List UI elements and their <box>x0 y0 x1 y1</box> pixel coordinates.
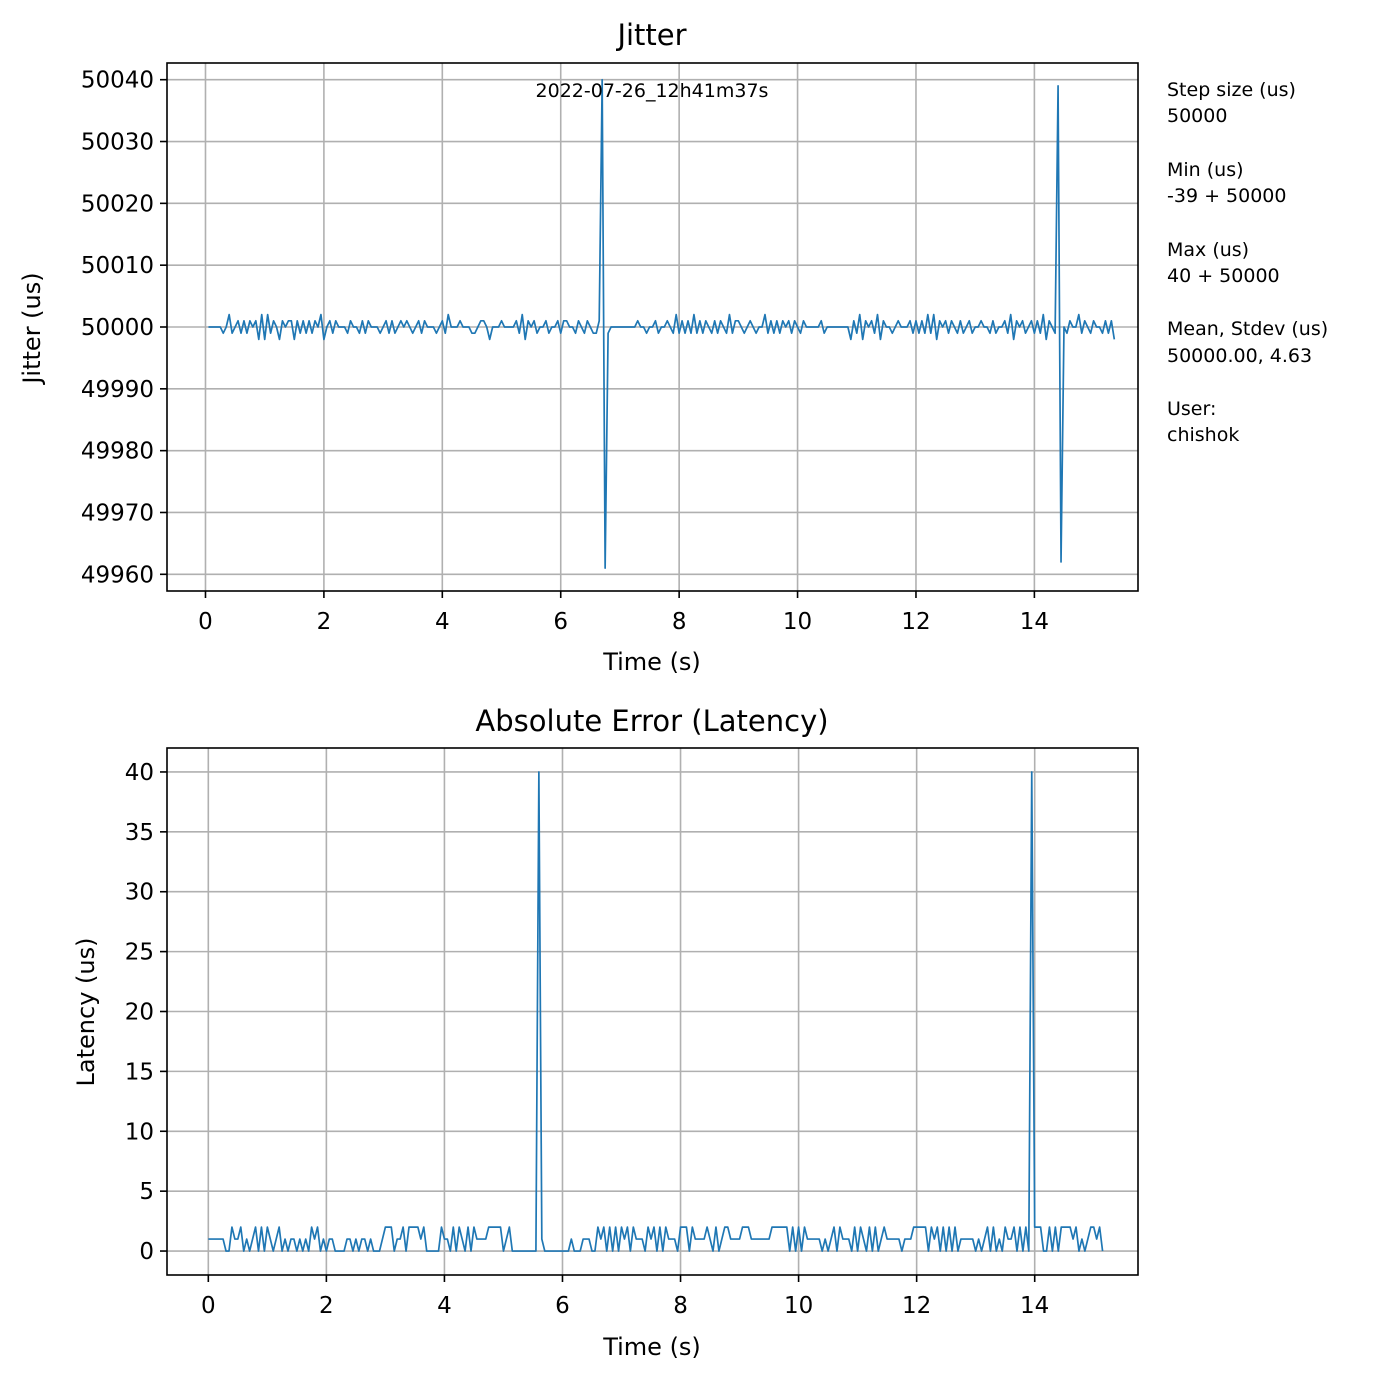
latency-plot: 0 2 4 6 8 10 12 14 0 5 10 15 20 25 30 35 40 Absolute Err… <box>72 704 1139 1361</box>
timestamp-annotation: 2022-07-26_12h41m37s <box>536 80 769 102</box>
min-value: -39 + 50000 <box>1167 185 1286 207</box>
latency-x-tick-label: 6 <box>555 1293 570 1319</box>
user-label: User: <box>1167 398 1216 420</box>
step-size-value: 50000 <box>1167 105 1227 127</box>
latency-y-tick-label: 40 <box>125 760 154 786</box>
jitter-x-tick-label: 12 <box>901 609 930 635</box>
max-value: 40 + 50000 <box>1167 265 1280 287</box>
jitter-y-tick-label: 50010 <box>81 253 154 279</box>
latency-x-tick-label: 10 <box>784 1293 813 1319</box>
latency-ticks: 0 2 4 6 8 10 12 14 0 5 10 15 20 25 30 35 40 <box>125 760 1050 1319</box>
jitter-title: Jitter <box>615 18 686 52</box>
jitter-x-tick-label: 14 <box>1020 609 1049 635</box>
jitter-y-tick-label: 50030 <box>81 130 154 156</box>
mean-stdev-value: 50000.00, 4.63 <box>1167 345 1312 367</box>
latency-y-tick-label: 35 <box>125 820 154 846</box>
jitter-x-tick-label: 6 <box>553 609 568 635</box>
min-label: Min (us) <box>1167 159 1244 181</box>
jitter-y-tick-label: 50040 <box>81 68 154 94</box>
latency-x-tick-label: 14 <box>1020 1293 1049 1319</box>
jitter-plot: 0 2 4 6 8 10 12 14 49960 49970 49980 49990 50000 5001… <box>18 18 1139 676</box>
user-value: chishok <box>1167 424 1239 446</box>
latency-x-tick-label: 8 <box>673 1293 688 1319</box>
stats-panel: Step size (us) 50000 Min (us) -39 + 5000… <box>1167 79 1328 446</box>
jitter-x-tick-label: 8 <box>672 609 687 635</box>
latency-x-tick-label: 0 <box>201 1293 216 1319</box>
latency-xlabel: Time (s) <box>602 1333 701 1361</box>
jitter-y-tick-label: 49980 <box>81 439 154 465</box>
latency-x-tick-label: 12 <box>902 1293 931 1319</box>
latency-x-tick-label: 2 <box>319 1293 334 1319</box>
latency-grid <box>167 748 1138 1275</box>
jitter-series-line <box>208 78 1116 569</box>
latency-y-tick-label: 25 <box>125 940 154 966</box>
jitter-y-tick-label: 49960 <box>81 562 154 588</box>
latency-series-line <box>208 771 1104 1252</box>
jitter-xlabel: Time (s) <box>602 648 701 676</box>
jitter-y-tick-label: 50000 <box>81 315 154 341</box>
jitter-x-tick-label: 4 <box>435 609 450 635</box>
latency-title: Absolute Error (Latency) <box>475 704 828 738</box>
step-size-label: Step size (us) <box>1167 79 1296 101</box>
latency-y-tick-label: 20 <box>125 1000 154 1026</box>
mean-stdev-label: Mean, Stdev (us) <box>1167 318 1328 340</box>
jitter-x-tick-label: 10 <box>783 609 812 635</box>
latency-y-tick-label: 5 <box>139 1179 154 1205</box>
jitter-y-tick-label: 50020 <box>81 191 154 217</box>
latency-x-tick-label: 4 <box>437 1293 452 1319</box>
jitter-y-tick-label: 49970 <box>81 500 154 526</box>
latency-y-tick-label: 10 <box>125 1119 154 1145</box>
jitter-y-tick-label: 49990 <box>81 377 154 403</box>
latency-y-tick-label: 30 <box>125 880 154 906</box>
jitter-ylabel: Jitter (us) <box>18 272 46 385</box>
jitter-x-tick-label: 0 <box>198 609 213 635</box>
latency-y-tick-label: 0 <box>139 1239 154 1265</box>
latency-ylabel: Latency (us) <box>72 938 100 1087</box>
jitter-x-tick-label: 2 <box>317 609 332 635</box>
latency-y-tick-label: 15 <box>125 1059 154 1085</box>
jitter-ticks: 0 2 4 6 8 10 12 14 49960 49970 49980 49990 50000 5001… <box>81 68 1049 635</box>
max-label: Max (us) <box>1167 239 1249 261</box>
